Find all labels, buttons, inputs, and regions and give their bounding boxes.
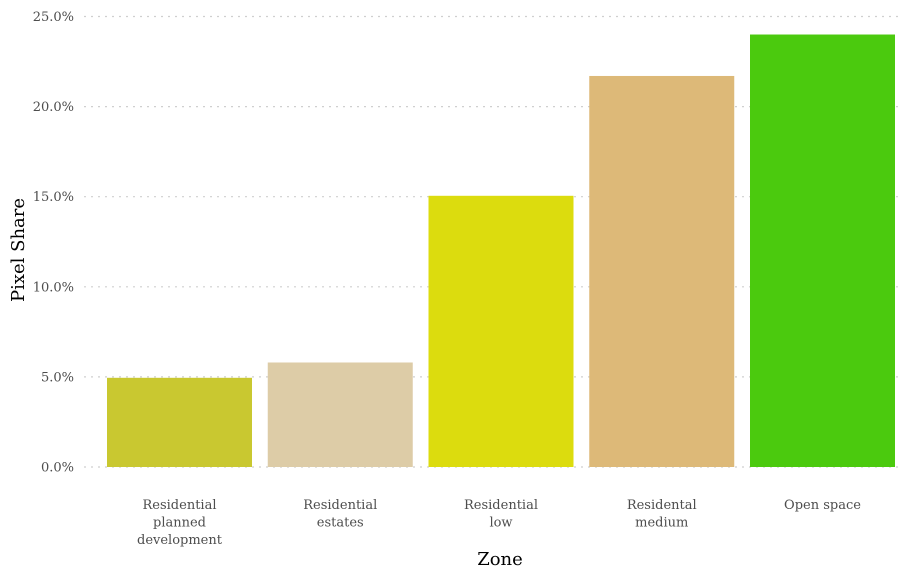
x-axis-title: Zone <box>477 549 523 569</box>
x-tick-label: Residental medium <box>627 498 697 531</box>
x-tick-label-line: low <box>489 516 512 531</box>
x-tick-label: Open space <box>784 498 861 513</box>
x-tick-label: Residential planned development <box>137 498 223 548</box>
x-axis-ticks: Residential planned developmentResidential… <box>137 498 861 548</box>
y-axis-ticks: 0.0% 5.0% 10.0% 15.0% 20.0% 25.0% <box>33 10 74 476</box>
bar <box>107 377 252 467</box>
y-tick-label: 10.0% <box>33 280 74 295</box>
x-tick-label: Residential low <box>464 498 538 531</box>
x-tick-label-line: Residental <box>627 498 697 513</box>
bar <box>589 75 735 467</box>
x-tick-label-line: Residential <box>303 498 377 513</box>
bar <box>750 34 895 468</box>
bars <box>107 34 895 468</box>
x-tick-label-line: Residential <box>143 498 217 513</box>
x-tick-label-line: medium <box>635 516 688 531</box>
x-tick-label-line: Residential <box>464 498 538 513</box>
x-tick-label-line: planned <box>153 516 206 531</box>
x-tick-label-line: Open space <box>784 498 861 513</box>
bar <box>428 195 574 467</box>
y-tick-label: 15.0% <box>33 190 74 205</box>
x-tick-label-line: development <box>137 533 223 548</box>
x-tick-label-line: estates <box>317 516 364 531</box>
bar <box>267 362 413 467</box>
y-axis-title: Pixel Share <box>8 198 29 302</box>
y-tick-label: 0.0% <box>41 461 74 476</box>
y-tick-label: 25.0% <box>33 10 74 25</box>
x-tick-label: Residential estates <box>303 498 377 531</box>
y-tick-label: 20.0% <box>33 100 74 115</box>
y-tick-label: 5.0% <box>41 370 74 385</box>
